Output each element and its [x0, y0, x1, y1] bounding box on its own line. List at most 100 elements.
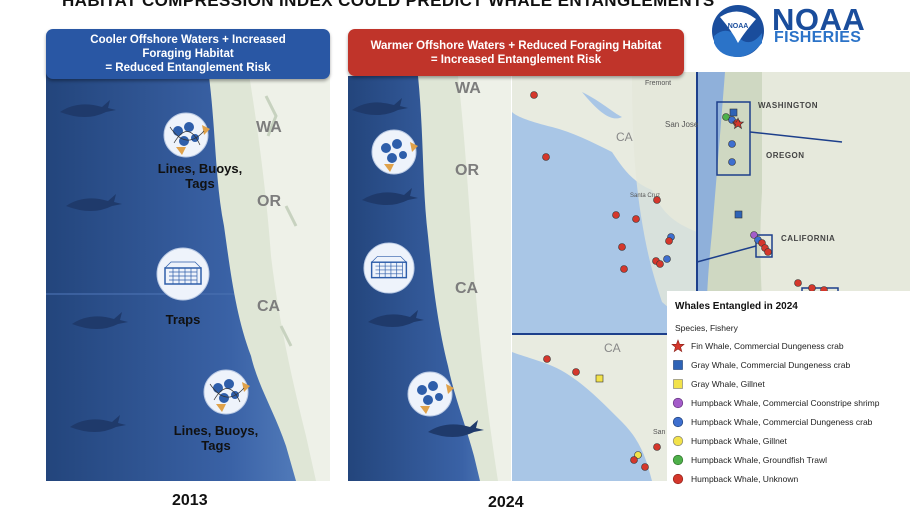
whale-icon [72, 312, 128, 329]
entanglement-marker-humpback-unknown [665, 237, 673, 245]
legend-item-gray-gillnet: Gray Whale, Gillnet [671, 377, 765, 391]
green-circle-icon [672, 454, 684, 466]
entanglement-marker-humpback-groundfish [722, 113, 730, 121]
legend-item-label: Humpback Whale, Gillnet [691, 436, 787, 446]
legend-item-label: Humpback Whale, Commercial Dungeness cra… [691, 417, 873, 427]
city-san-jose: San Jose [665, 120, 699, 129]
gear-label-bottom: Lines, Buoys, Tags [166, 423, 266, 453]
state-label-ca: CA [257, 298, 281, 315]
legend-title: Whales Entangled in 2024 [675, 301, 798, 312]
traps-label: Traps [165, 312, 201, 327]
state-label-or: OR [455, 162, 479, 179]
entanglement-marker-humpback-dungeness [728, 140, 736, 148]
year-2013-label: 2013 [172, 492, 208, 509]
banner-left-line1: Cooler Offshore Waters + Increased [90, 34, 286, 46]
blue-circle-icon [672, 416, 684, 428]
entanglement-marker-humpback-dungeness [663, 255, 671, 263]
fishing-lines-buoys-icon [163, 112, 210, 158]
whale-icon [60, 100, 116, 117]
yellow-circle-icon [672, 435, 684, 447]
city-san: San [653, 429, 666, 436]
legend-item-label: Humpback Whale, Unknown [691, 474, 799, 484]
legend-item-humpback-dungeness: Humpback Whale, Commercial Dungeness cra… [671, 415, 872, 429]
gear-label-bottom-line2: Tags [201, 438, 231, 453]
state-label-wa: WA [256, 119, 282, 136]
red-star-icon [671, 339, 685, 353]
entanglement-marker-humpback-unknown [641, 463, 649, 471]
entanglement-marker-humpback-unknown [632, 215, 640, 223]
entanglement-marker-humpback-unknown [794, 279, 802, 287]
legend-item-label: Humpback Whale, Groundfish Trawl [691, 455, 828, 465]
gear-label-top: Lines, Buoys, Tags [140, 161, 260, 191]
whale-icon [428, 420, 484, 437]
entanglement-marker-humpback-unknown [612, 211, 620, 219]
city-fremont: Fremont [645, 80, 672, 87]
entanglement-marker-humpback-unknown [530, 91, 538, 99]
noaa-emblem-icon: NOAA [712, 5, 764, 57]
trap-icon [363, 242, 415, 294]
svg-text:NOAA: NOAA [728, 23, 749, 30]
red-circle-icon [672, 473, 684, 485]
gear-label-top-line1: Lines, Buoys, [157, 161, 243, 176]
legend: Whales Entangled in 2024 Species, Fisher… [667, 291, 910, 512]
legend-item-humpback-groundfish: Humpback Whale, Groundfish Trawl [671, 453, 827, 467]
fishing-lines-buoys-icon [371, 129, 418, 175]
entanglement-marker-humpback-unknown [572, 368, 580, 376]
entanglement-marker-fin-dungeness [731, 117, 745, 130]
fisheries-wordmark: FISHERIES [774, 29, 862, 46]
map-2024-panel: WA OR CA [348, 76, 511, 481]
entanglement-marker-gray-dungeness [729, 108, 738, 117]
banner-left-line2: Foraging Habitat [142, 48, 234, 60]
entanglement-marker-humpback-dungeness [728, 158, 736, 166]
gear-label-top-line2: Tags [185, 176, 215, 191]
fishing-lines-buoys-icon [203, 369, 250, 415]
map-label-oregon: OREGON [766, 151, 805, 160]
banner-right-line2: = Increased Entanglement Risk [430, 53, 602, 66]
legend-item-label: Humpback Whale, Commercial Coonstripe sh… [691, 398, 880, 408]
banner-left-line3: = Reduced Entanglement Risk [105, 62, 271, 74]
entanglement-marker-humpback-unknown [543, 355, 551, 363]
fishing-lines-buoys-icon [407, 371, 454, 417]
yellow-square-icon [673, 379, 683, 389]
banner-right-line1: Warmer Offshore Waters + Reduced Foragin… [370, 39, 662, 52]
legend-item-fin-dungeness: Fin Whale, Commercial Dungeness crab [671, 339, 844, 353]
map-label-ca-bottom: CA [604, 341, 621, 355]
map-label-ca-top: CA [616, 130, 633, 144]
whale-icon [352, 98, 408, 115]
city-santa-cruz: Santa Cruz [630, 193, 661, 199]
legend-item-label: Fin Whale, Commercial Dungeness crab [691, 341, 844, 351]
cool-water-banner: Cooler Offshore Waters + Increased Forag… [46, 29, 330, 79]
map-label-california: CALIFORNIA [781, 234, 836, 243]
entanglement-marker-gray-gillnet [595, 374, 604, 383]
map-label-washington: WASHINGTON [758, 101, 818, 110]
trap-icon [156, 247, 210, 301]
state-label-wa: WA [455, 80, 481, 97]
entanglement-marker-humpback-unknown [620, 265, 628, 273]
whale-icon [368, 310, 424, 327]
state-label-or: OR [257, 193, 281, 210]
noaa-wordmark: NOAA [772, 2, 866, 37]
legend-item-label: Gray Whale, Gillnet [691, 379, 765, 389]
entanglement-marker-humpback-unknown [653, 443, 661, 451]
legend-item-label: Gray Whale, Commercial Dungeness crab [691, 360, 851, 370]
year-2024-label: 2024 [488, 494, 524, 511]
map-2013-panel: WA OR CA Lines, Buoys, Tags Traps Lines,… [46, 56, 330, 481]
whale-icon [362, 188, 418, 205]
blue-square-icon [673, 360, 683, 370]
legend-item-humpback-gillnet: Humpback Whale, Gillnet [671, 434, 787, 448]
whale-icon [66, 194, 122, 211]
entanglement-marker-humpback-coonstripe [750, 231, 758, 239]
entanglement-marker-humpback-gillnet [634, 451, 642, 459]
page-title: HABITAT COMPRESSION INDEX COULD PREDICT … [62, 0, 715, 10]
entanglement-marker-gray-dungeness [734, 210, 743, 219]
legend-item-humpback-coonstripe: Humpback Whale, Commercial Coonstripe sh… [671, 396, 879, 410]
entanglement-marker-humpback-unknown [542, 153, 550, 161]
entanglement-marker-humpback-unknown [656, 260, 664, 268]
warm-water-banner: Warmer Offshore Waters + Reduced Foragin… [348, 29, 684, 76]
entanglement-marker-humpback-unknown [630, 456, 638, 464]
state-label-ca: CA [455, 280, 479, 297]
purple-circle-icon [672, 397, 684, 409]
whale-icon [70, 415, 126, 432]
entanglement-marker-humpback-unknown [653, 196, 661, 204]
legend-item-gray-dungeness: Gray Whale, Commercial Dungeness crab [671, 358, 850, 372]
